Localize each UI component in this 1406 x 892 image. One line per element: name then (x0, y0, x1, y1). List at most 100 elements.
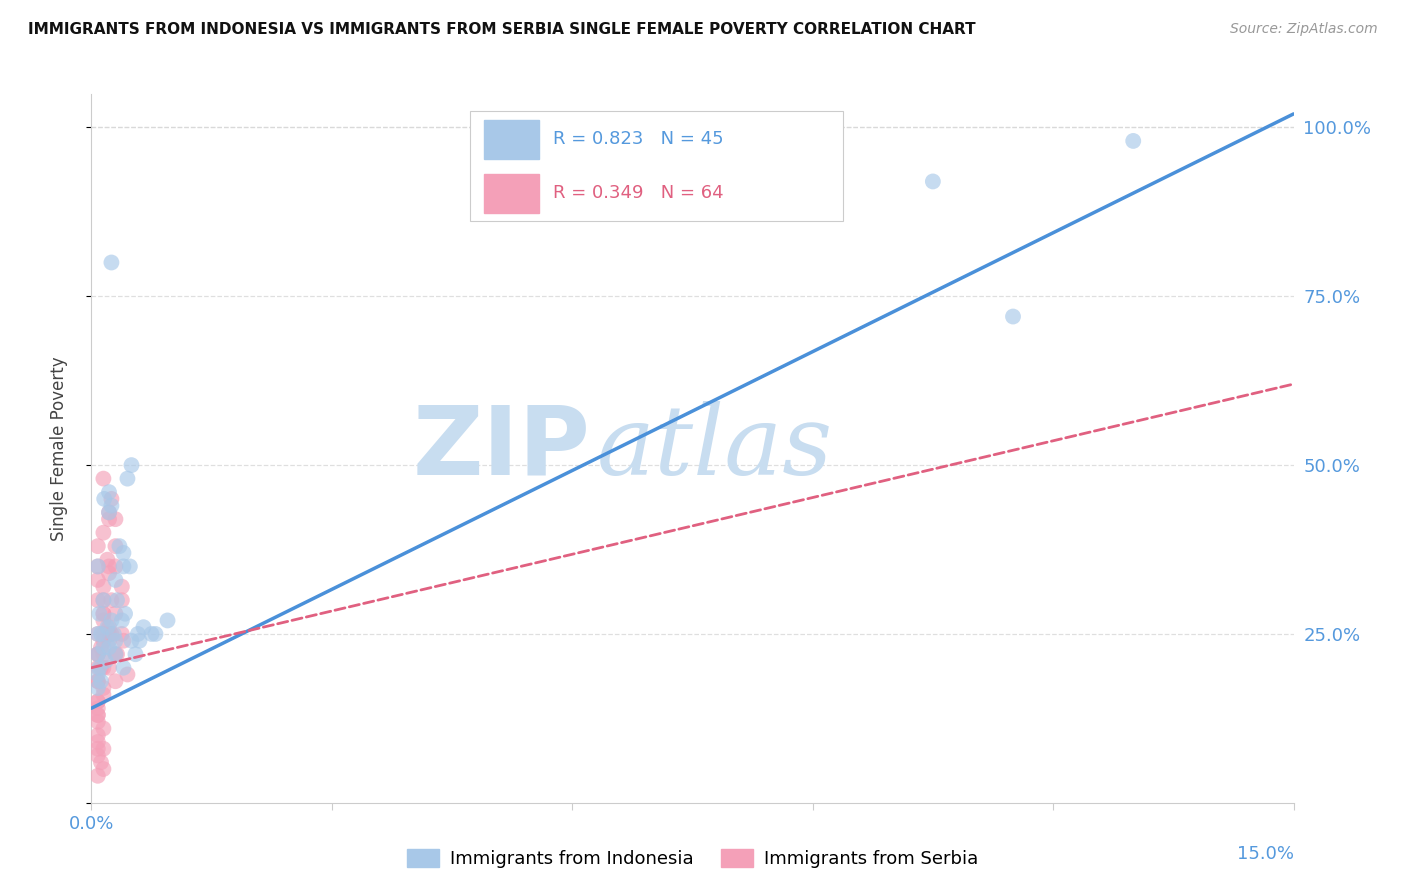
Point (87, 728, 110, 742)
Point (93, 647, 115, 661)
Point (93, 627, 115, 641)
Point (87, 627, 110, 641)
Point (93, 472, 115, 486)
Point (104, 539, 127, 553)
Text: R = 0.823   N = 45: R = 0.823 N = 45 (553, 130, 724, 148)
Point (104, 633, 127, 648)
Point (87, 559, 110, 574)
Point (98, 485, 121, 500)
Point (127, 627, 149, 641)
Point (112, 633, 135, 648)
Point (104, 512, 127, 526)
Point (93, 681, 115, 695)
Point (89, 661, 111, 675)
Point (87, 674, 110, 689)
Point (96, 552, 118, 566)
Point (922, 174, 945, 188)
Point (87, 559, 110, 574)
Point (121, 458, 143, 472)
Point (118, 559, 141, 574)
Point (93, 580, 115, 594)
Point (87, 627, 110, 641)
Point (87, 708, 110, 723)
Point (87, 674, 110, 689)
Bar (485, 174, 538, 213)
Point (98, 512, 121, 526)
Point (104, 647, 127, 661)
Text: R = 0.349   N = 64: R = 0.349 N = 64 (553, 185, 724, 202)
Point (100, 491, 122, 506)
Point (87, 741, 110, 756)
Text: atlas: atlas (596, 401, 832, 495)
Point (93, 525, 115, 540)
Point (100, 499, 122, 513)
Point (98, 559, 121, 574)
Point (87, 769, 110, 783)
Point (121, 633, 143, 648)
Point (87, 593, 110, 607)
Point (90, 674, 112, 689)
Point (117, 667, 139, 681)
Text: ZIP: ZIP (412, 401, 591, 495)
Point (98, 627, 121, 641)
Point (93, 688, 115, 702)
Point (98, 620, 121, 634)
Point (156, 614, 179, 628)
Point (112, 546, 135, 560)
Point (90, 627, 112, 641)
Point (132, 620, 155, 634)
Point (96, 620, 118, 634)
Point (87, 701, 110, 715)
Point (111, 627, 134, 641)
Point (90, 756, 112, 770)
Point (93, 593, 115, 607)
Point (93, 491, 115, 506)
Point (103, 627, 125, 641)
Point (98, 505, 121, 519)
Point (90, 640, 112, 655)
Point (87, 667, 110, 681)
Point (128, 633, 150, 648)
Point (100, 593, 122, 607)
Point (93, 614, 115, 628)
Point (87, 694, 110, 708)
Legend: Immigrants from Indonesia, Immigrants from Serbia: Immigrants from Indonesia, Immigrants fr… (399, 841, 986, 875)
Point (112, 559, 135, 574)
Point (93, 607, 115, 621)
Text: IMMIGRANTS FROM INDONESIA VS IMMIGRANTS FROM SERBIA SINGLE FEMALE POVERTY CORREL: IMMIGRANTS FROM INDONESIA VS IMMIGRANTS … (28, 22, 976, 37)
Point (98, 505, 121, 519)
Point (100, 255, 122, 269)
Point (98, 640, 121, 655)
Point (93, 722, 115, 736)
Point (112, 661, 135, 675)
Point (105, 593, 128, 607)
Point (94, 654, 117, 668)
Point (104, 559, 127, 574)
Point (93, 661, 115, 675)
Point (111, 593, 134, 607)
Point (89, 607, 111, 621)
Point (87, 681, 110, 695)
Point (117, 472, 139, 486)
Bar (485, 120, 538, 159)
Point (104, 647, 127, 661)
Point (93, 607, 115, 621)
Point (98, 566, 121, 581)
Point (1122, 134, 1144, 148)
Point (141, 627, 163, 641)
Point (98, 633, 121, 648)
Point (87, 708, 110, 723)
Point (93, 741, 115, 756)
Point (87, 748, 110, 763)
Point (87, 647, 110, 661)
Point (93, 593, 115, 607)
Point (87, 694, 110, 708)
Y-axis label: Single Female Poverty: Single Female Poverty (49, 356, 67, 541)
Point (108, 539, 131, 553)
Point (93, 762, 115, 776)
Point (100, 614, 122, 628)
Point (104, 573, 127, 587)
Point (1001, 310, 1024, 324)
Point (87, 539, 110, 553)
Point (87, 573, 110, 587)
